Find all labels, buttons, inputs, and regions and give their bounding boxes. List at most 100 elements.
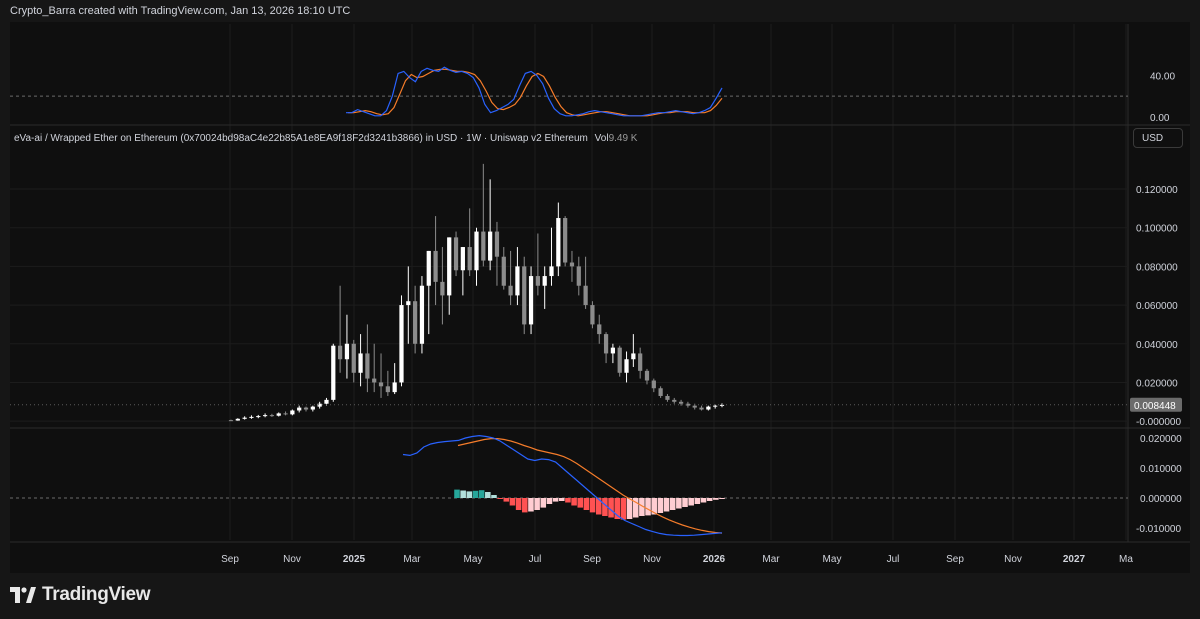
candle bbox=[590, 301, 595, 329]
macd-histogram-bar bbox=[466, 491, 473, 498]
price-tick-label: 0.040000 bbox=[1136, 340, 1178, 351]
candle bbox=[460, 247, 465, 296]
macd-histogram-bar bbox=[515, 498, 522, 510]
macd-histogram-bar bbox=[552, 498, 559, 502]
candle-body bbox=[501, 256, 506, 286]
candle bbox=[303, 406, 309, 412]
candle-body bbox=[385, 386, 390, 393]
macd-histogram-bar bbox=[472, 490, 479, 498]
candle-body bbox=[453, 237, 459, 271]
macd-histogram-bar bbox=[589, 498, 596, 513]
macd-histogram-bar bbox=[694, 498, 701, 504]
candle bbox=[256, 414, 261, 419]
macd-histogram-bar bbox=[546, 498, 553, 504]
candle bbox=[392, 363, 397, 395]
tradingview-logo-icon bbox=[10, 587, 36, 603]
price-tick-label: 0.060000 bbox=[1136, 301, 1178, 312]
candle-body bbox=[235, 418, 240, 421]
macd-histogram-bar bbox=[565, 498, 571, 503]
price-tick-label: 0.120000 bbox=[1136, 185, 1178, 196]
currency-button[interactable]: USD bbox=[1133, 128, 1183, 148]
time-tick-label: 2027 bbox=[1063, 554, 1086, 565]
macd-signal-line bbox=[457, 438, 723, 534]
candle bbox=[447, 237, 452, 315]
candle-body bbox=[719, 404, 725, 406]
candle bbox=[453, 231, 459, 277]
candle-body bbox=[331, 345, 336, 400]
candle-body bbox=[556, 218, 561, 267]
candle bbox=[297, 405, 302, 413]
candle-body bbox=[317, 403, 322, 407]
candle bbox=[535, 233, 540, 296]
price-tick-label: -0.000000 bbox=[1136, 417, 1181, 428]
candle bbox=[685, 401, 691, 408]
macd-histogram-bar bbox=[651, 498, 657, 515]
candle-body bbox=[358, 353, 363, 373]
time-tick-label: 2026 bbox=[703, 554, 726, 565]
candle-body bbox=[692, 405, 697, 408]
macd-histogram-bar bbox=[645, 498, 651, 516]
candle bbox=[419, 276, 425, 354]
candle-body bbox=[638, 353, 643, 371]
macd-histogram-bar bbox=[639, 498, 645, 516]
candle-body bbox=[699, 407, 704, 410]
candle bbox=[426, 250, 431, 335]
time-tick-label: Mar bbox=[403, 554, 421, 565]
time-tick-label: Sep bbox=[221, 554, 239, 565]
tradingview-logo[interactable]: TradingView bbox=[10, 584, 151, 606]
candle bbox=[583, 256, 588, 309]
candle-body bbox=[447, 237, 452, 296]
candle-body bbox=[467, 247, 472, 271]
candle-body bbox=[665, 395, 670, 400]
candle-body bbox=[515, 266, 520, 296]
candle-body bbox=[706, 406, 711, 410]
candle-body bbox=[597, 324, 602, 335]
chart-caption: Crypto_Barra created with TradingView.co… bbox=[10, 5, 351, 17]
macd-histogram-bar bbox=[663, 498, 670, 512]
candle-body bbox=[256, 416, 261, 418]
candle-body bbox=[426, 250, 431, 286]
volume-value: 9.49 K bbox=[608, 133, 638, 144]
candle bbox=[678, 399, 684, 406]
macd-histogram-bar bbox=[682, 498, 688, 507]
candle-body bbox=[276, 413, 281, 416]
candle-body bbox=[303, 407, 309, 410]
candle bbox=[488, 179, 493, 271]
candle-body bbox=[351, 343, 356, 373]
candle bbox=[242, 416, 247, 420]
candle-body bbox=[269, 415, 275, 417]
macd-histogram-bar bbox=[528, 498, 534, 512]
macd-histogram-bar bbox=[620, 498, 627, 520]
macd-tick-label: 0.020000 bbox=[1140, 434, 1182, 445]
candle bbox=[603, 332, 609, 364]
time-tick-label: Nov bbox=[283, 554, 301, 565]
candle bbox=[556, 202, 561, 277]
candle-body bbox=[310, 406, 315, 410]
time-tick-label: Nov bbox=[1004, 554, 1022, 565]
macd-histogram-bar bbox=[540, 498, 547, 508]
candle bbox=[413, 285, 418, 354]
candle-body bbox=[419, 285, 425, 344]
candle bbox=[563, 216, 568, 267]
candle bbox=[365, 324, 370, 393]
price-tick-label: 0.020000 bbox=[1136, 378, 1178, 389]
candle bbox=[249, 415, 254, 419]
candle-body bbox=[549, 266, 554, 277]
macd-histogram-bar bbox=[478, 490, 485, 498]
stoch-k-line bbox=[346, 66, 723, 117]
macd-histogram-bar bbox=[534, 498, 540, 510]
candle bbox=[310, 405, 315, 412]
candle bbox=[235, 418, 240, 421]
macd-histogram-bar bbox=[602, 498, 608, 516]
candle-body bbox=[658, 388, 663, 396]
candle-body bbox=[569, 262, 575, 267]
candle-body bbox=[290, 410, 295, 415]
candle-body bbox=[413, 301, 418, 344]
candle-body bbox=[406, 301, 411, 306]
candle bbox=[651, 378, 656, 393]
stoch-d-line bbox=[348, 68, 723, 117]
candle-body bbox=[460, 247, 465, 271]
candle-body bbox=[583, 285, 588, 306]
candle bbox=[699, 405, 704, 411]
candle bbox=[344, 314, 350, 379]
